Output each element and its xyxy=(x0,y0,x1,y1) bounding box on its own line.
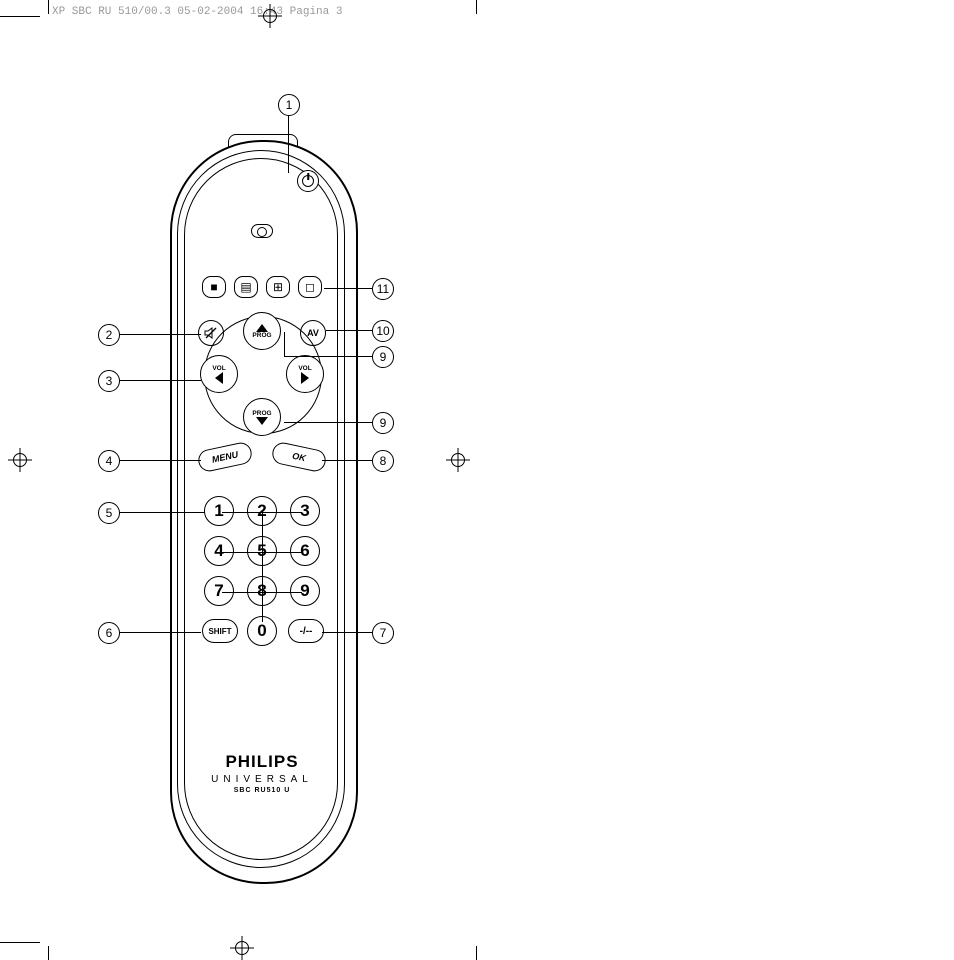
teletext-icon: ■ xyxy=(210,280,217,294)
vol-down-button[interactable]: VOL xyxy=(200,355,238,393)
digit-1-button[interactable]: 1 xyxy=(204,496,234,526)
registration-mark xyxy=(258,4,282,28)
callout-8: 8 xyxy=(372,450,394,472)
brand-block: PHILIPS UNIVERSAL SBC RU510 U xyxy=(170,752,354,794)
digit-7-button[interactable]: 7 xyxy=(204,576,234,606)
teletext-button-b[interactable]: ▤ xyxy=(234,276,258,298)
crop-mark xyxy=(476,946,477,960)
callout-7: 7 xyxy=(372,622,394,644)
registration-mark xyxy=(8,448,32,472)
prog-down-button[interactable]: PROG xyxy=(243,398,281,436)
callout-6: 6 xyxy=(98,622,120,644)
callout-10: 10 xyxy=(372,320,394,342)
registration-mark xyxy=(446,448,470,472)
callout-2: 2 xyxy=(98,324,120,346)
teletext-button-a[interactable]: ■ xyxy=(202,276,226,298)
digit-9-button[interactable]: 9 xyxy=(290,576,320,606)
teletext-button-d[interactable]: ◻ xyxy=(298,276,322,298)
callout-9a: 9 xyxy=(372,346,394,368)
registration-mark xyxy=(230,936,254,960)
down-icon xyxy=(256,417,268,425)
digit-4-button[interactable]: 4 xyxy=(204,536,234,566)
crop-mark xyxy=(0,16,40,17)
power-icon xyxy=(302,175,314,187)
right-icon xyxy=(301,372,309,384)
leader-line xyxy=(262,512,263,622)
leader-line xyxy=(119,380,201,381)
remote-control-diagram: ■ ▤ ⊞ ◻ AV PROG PROG VOL VOL MENU OK 1 2… xyxy=(170,140,354,880)
callout-9b: 9 xyxy=(372,412,394,434)
prog-label: PROG xyxy=(252,410,271,417)
crop-mark xyxy=(476,0,477,14)
shift-button[interactable]: SHIFT xyxy=(202,619,238,643)
prog-label: PROG xyxy=(252,332,271,339)
brand-model: SBC RU510 U xyxy=(170,787,354,794)
crop-mark xyxy=(48,0,49,14)
prog-up-button[interactable]: PROG xyxy=(243,312,281,350)
leader-line xyxy=(284,422,372,423)
callout-3: 3 xyxy=(98,370,120,392)
callout-1: 1 xyxy=(278,94,300,116)
page-header: XP SBC RU 510/00.3 05-02-2004 16:43 Pagi… xyxy=(52,6,342,18)
digit-6-button[interactable]: 6 xyxy=(290,536,320,566)
teletext-icon: ◻ xyxy=(305,280,315,294)
power-button[interactable] xyxy=(297,170,319,192)
leader-line xyxy=(284,356,372,357)
brand-name: PHILIPS xyxy=(170,752,354,772)
leader-line xyxy=(326,330,372,331)
leader-line xyxy=(119,512,205,513)
teletext-button-c[interactable]: ⊞ xyxy=(266,276,290,298)
teletext-icon: ▤ xyxy=(240,280,251,294)
crop-mark xyxy=(0,942,40,943)
callout-11: 11 xyxy=(372,278,394,300)
crop-mark xyxy=(48,946,49,960)
vol-label: VOL xyxy=(298,365,311,372)
teletext-icon: ⊞ xyxy=(273,280,283,294)
vol-label: VOL xyxy=(212,365,225,372)
digit-toggle-button[interactable]: -/-- xyxy=(288,619,324,643)
leader-line xyxy=(119,334,201,335)
brand-sub: UNIVERSAL xyxy=(170,774,354,785)
up-icon xyxy=(256,324,268,332)
leader-line xyxy=(119,460,201,461)
callout-5: 5 xyxy=(98,502,120,524)
led-indicator xyxy=(251,224,273,238)
leader-line xyxy=(322,460,372,461)
leader-line xyxy=(322,632,372,633)
digit-3-button[interactable]: 3 xyxy=(290,496,320,526)
leader-line xyxy=(288,115,289,173)
callout-4: 4 xyxy=(98,450,120,472)
vol-up-button[interactable]: VOL xyxy=(286,355,324,393)
leader-line xyxy=(324,288,372,289)
leader-line xyxy=(119,632,201,633)
left-icon xyxy=(215,372,223,384)
leader-line xyxy=(284,332,285,356)
